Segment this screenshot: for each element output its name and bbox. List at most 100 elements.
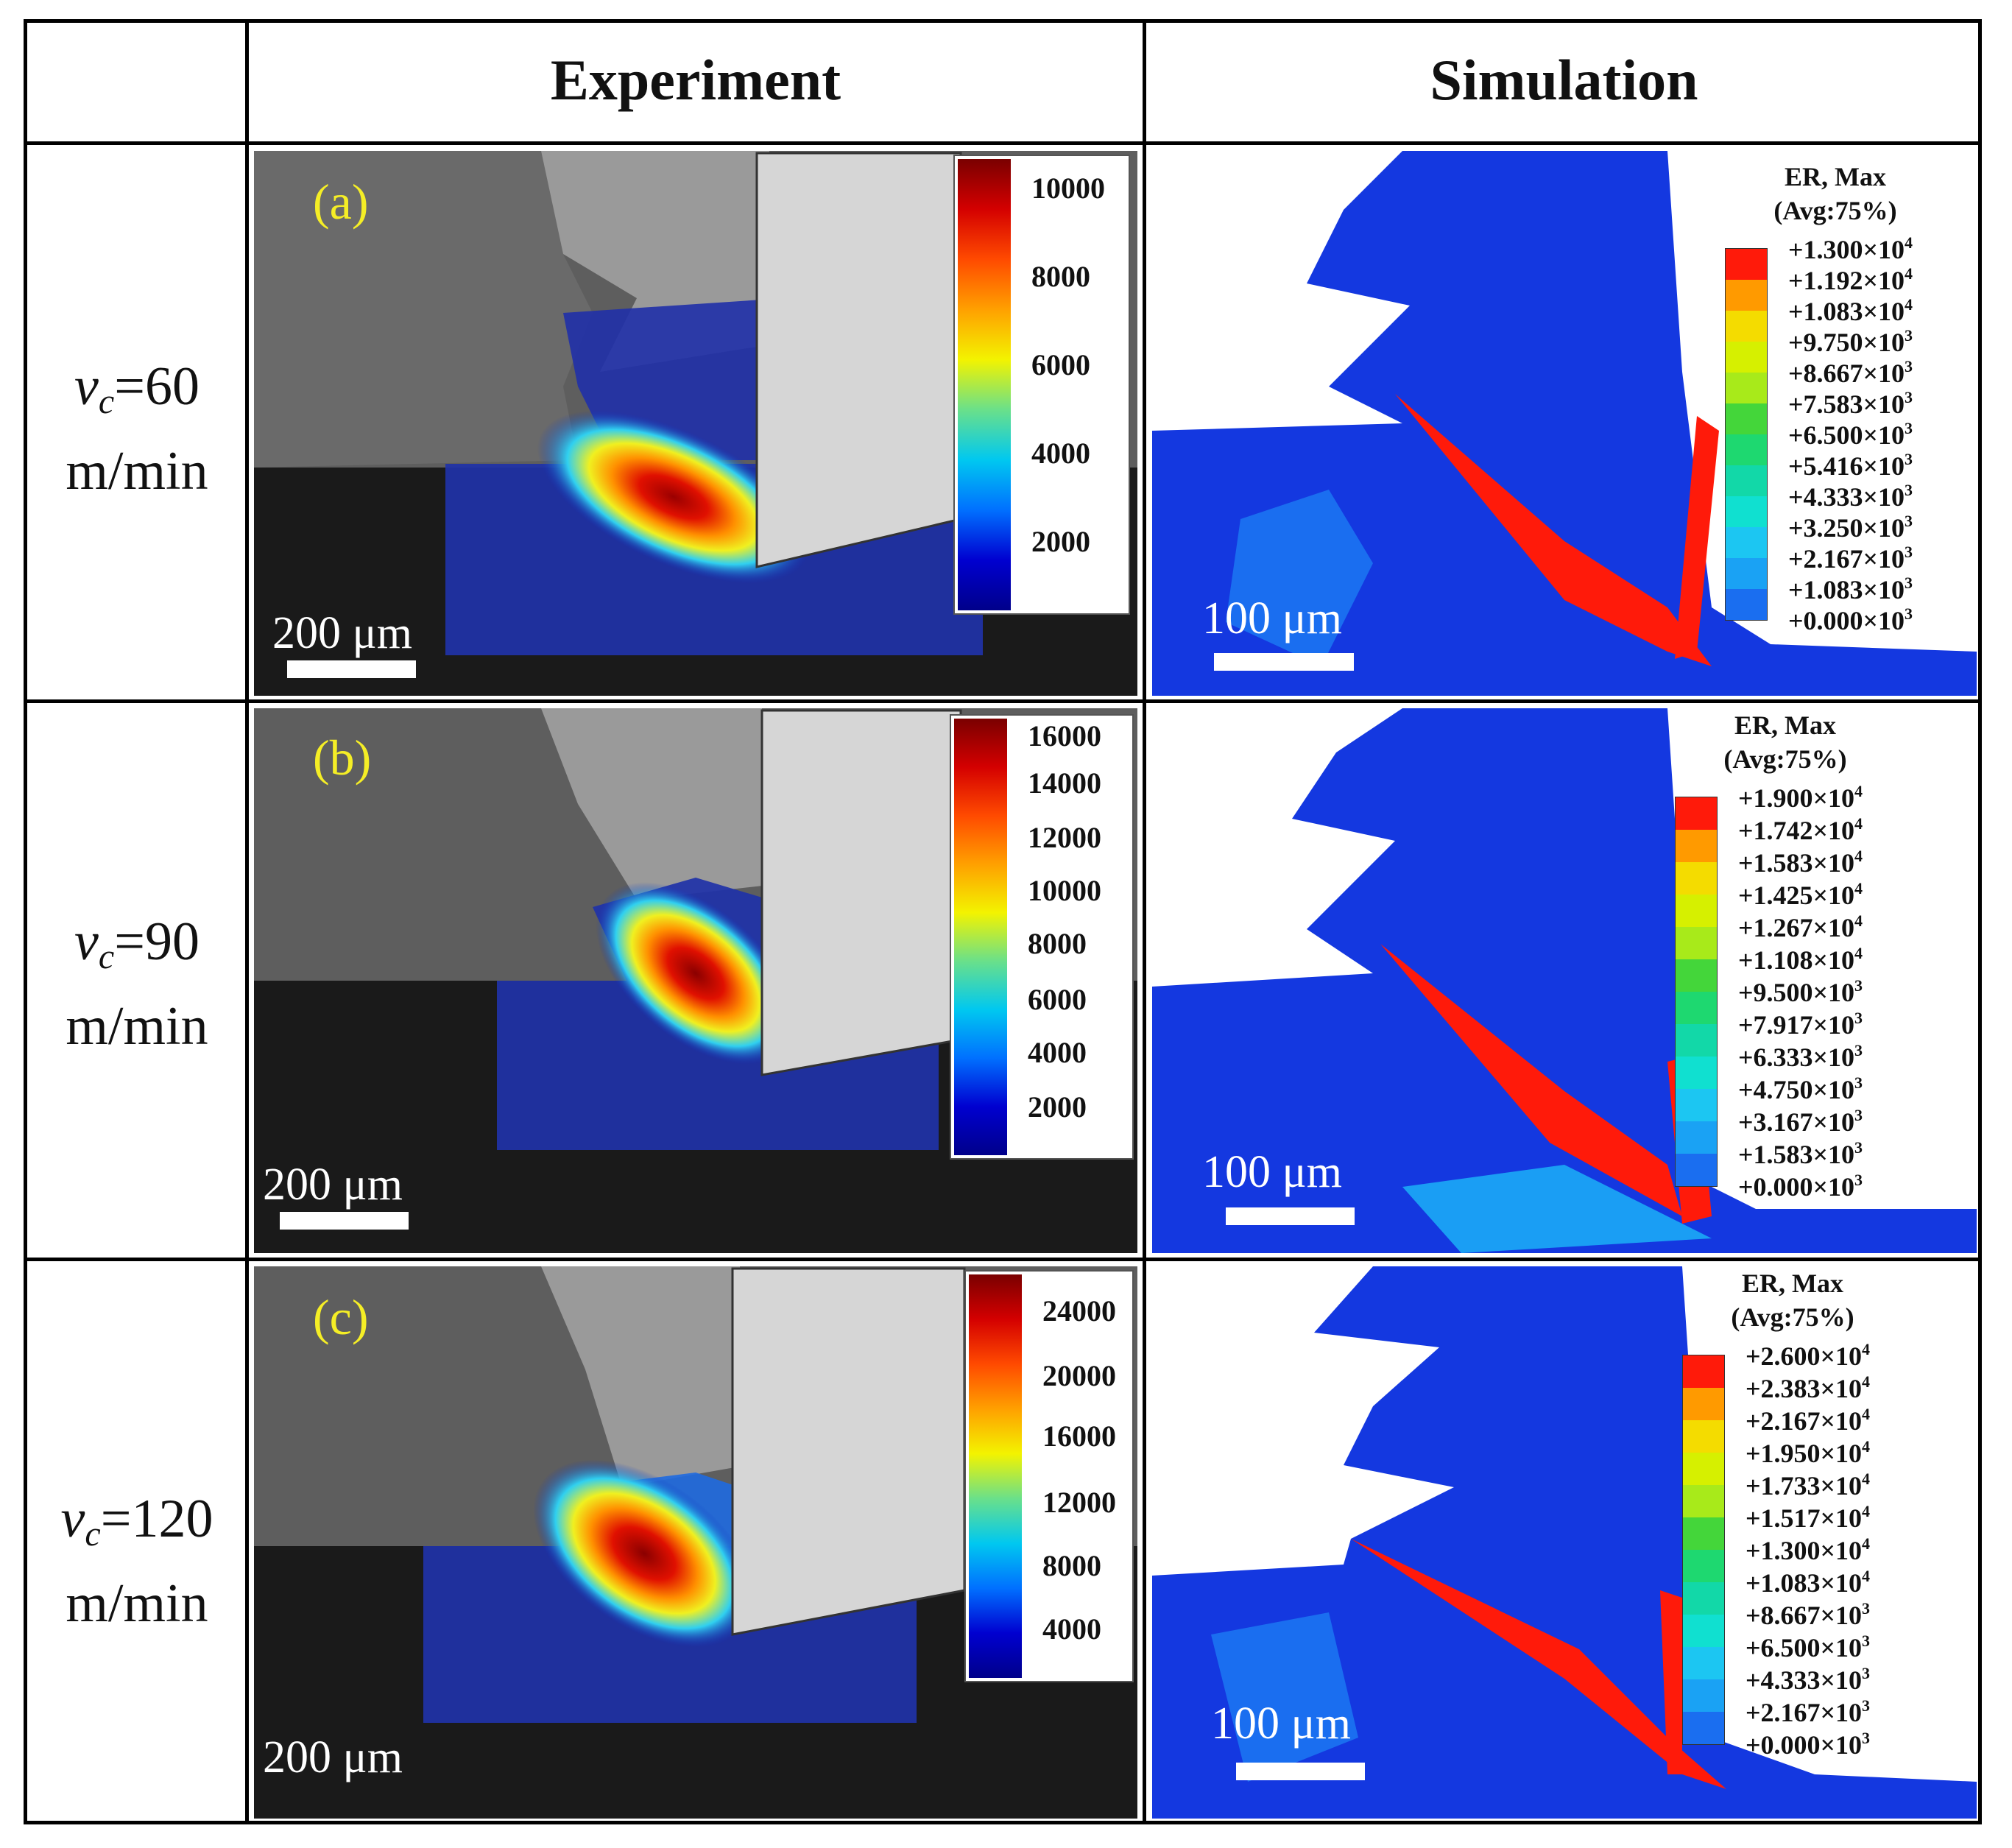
legend-value: +4.333×103	[1788, 481, 1913, 512]
legend-value: +1.583×104	[1738, 847, 1863, 878]
legend-value: +4.333×103	[1746, 1664, 1871, 1695]
colorbar-c: 24000 20000 16000 12000 8000 4000	[964, 1270, 1134, 1682]
legend-swatch	[1726, 403, 1767, 434]
legend-value: +1.733×104	[1746, 1470, 1871, 1500]
legend-swatch	[1683, 1550, 1724, 1582]
legend-swatch	[1676, 797, 1717, 830]
legend-swatches	[1675, 797, 1718, 1187]
fe-contour-map-c	[1152, 1266, 1977, 1819]
legend-swatch	[1683, 1453, 1724, 1485]
legend-a: ER, Max (Avg:75%) +1.300×104 +1.192×104 +1…	[1725, 160, 1968, 646]
legend-swatch	[1726, 589, 1767, 620]
panel-tag-c: (c)	[313, 1289, 369, 1345]
legend-value: +7.917×103	[1738, 1009, 1863, 1040]
legend-value: +1.083×104	[1746, 1567, 1871, 1598]
legend-value: +9.500×103	[1738, 976, 1863, 1007]
legend-value: +1.083×104	[1788, 295, 1913, 326]
legend-swatch	[1683, 1485, 1724, 1517]
grid-line	[245, 19, 249, 1824]
legend-value: +4.750×103	[1738, 1073, 1863, 1104]
legend-value: +0.000×103	[1746, 1729, 1871, 1760]
legend-b: ER, Max (Avg:75%) +1.900×104 +1.742×104 +1…	[1675, 708, 1969, 1202]
legend-swatch	[1683, 1355, 1724, 1388]
legend-swatch	[1676, 1057, 1717, 1089]
legend-swatches	[1725, 248, 1768, 621]
grid-line	[24, 1258, 1982, 1261]
legend-swatch	[1676, 927, 1717, 959]
experiment-image-a: (a) 200 μm 10000 8000 6000 4000 2000	[254, 151, 1137, 696]
legend-value: +2.383×104	[1746, 1372, 1871, 1403]
legend-swatch	[1683, 1647, 1724, 1679]
legend-swatch	[1683, 1420, 1724, 1453]
sim-scale-bar-a	[1214, 653, 1354, 671]
legend-swatch	[1683, 1582, 1724, 1615]
legend-swatch	[1676, 1089, 1717, 1121]
legend-swatch	[1676, 830, 1717, 862]
legend-swatch	[1676, 1154, 1717, 1186]
legend-swatch	[1726, 496, 1767, 527]
legend-swatch	[1726, 465, 1767, 496]
legend-value: +1.300×104	[1788, 233, 1913, 264]
simulation-image-b: 100 μm ER, Max (Avg:75%) +1.900×104 +1.74…	[1152, 708, 1977, 1253]
legend-value: +1.083×103	[1788, 574, 1913, 604]
legend-value: +0.000×103	[1788, 604, 1913, 635]
simulation-image-c: 100 μm ER, Max (Avg:75%) +2.600×104 +2.38…	[1152, 1266, 1977, 1819]
legend-value: +6.333×103	[1738, 1041, 1863, 1072]
legend-c: ER, Max (Avg:75%) +2.600×104 +2.383×104 +2…	[1682, 1266, 1969, 1760]
legend-swatch	[1676, 862, 1717, 895]
legend-value: +5.416×103	[1788, 450, 1913, 481]
legend-swatch	[1683, 1679, 1724, 1712]
legend-swatch	[1683, 1615, 1724, 1647]
legend-swatch	[1726, 311, 1767, 342]
legend-value: +2.167×103	[1788, 543, 1913, 574]
legend-value: +3.167×103	[1738, 1106, 1863, 1137]
legend-swatch	[1676, 1121, 1717, 1154]
sim-scale-bar-c	[1236, 1763, 1365, 1780]
legend-value: +6.500×103	[1746, 1632, 1871, 1662]
experiment-image-b: (b) 200 μm 16000 14000 12000 10000 8000 …	[254, 708, 1137, 1253]
simulation-image-a: 100 μm ER, Max (Avg:75%) +1.300×104 +1.19…	[1152, 151, 1977, 696]
dic-strain-map-b	[254, 708, 1137, 1253]
grid-line	[24, 141, 1982, 145]
sim-scale-label-a: 100 μm	[1202, 593, 1342, 643]
scale-label-a: 200 μm	[272, 608, 412, 658]
colorbar-b: 16000 14000 12000 10000 8000 6000 4000 2…	[950, 714, 1134, 1160]
row-label-60: vc=60 m/min	[66, 356, 208, 501]
legend-swatch	[1683, 1712, 1724, 1744]
legend-value: +2.600×104	[1746, 1340, 1871, 1371]
sim-scale-label-b: 100 μm	[1202, 1147, 1342, 1197]
legend-value: +1.517×104	[1746, 1502, 1871, 1533]
legend-value: +1.267×104	[1738, 911, 1863, 942]
header-experiment: Experiment	[550, 48, 841, 112]
legend-value: +6.500×103	[1788, 419, 1913, 450]
legend-value: +9.750×103	[1788, 326, 1913, 357]
legend-swatch	[1726, 527, 1767, 558]
row-label-120: vc=120 m/min	[60, 1489, 213, 1634]
scale-bar-b	[280, 1212, 409, 1230]
scale-label-c: 200 μm	[263, 1732, 403, 1782]
legend-value: +2.167×103	[1746, 1696, 1871, 1727]
legend-value: +1.108×104	[1738, 944, 1863, 975]
legend-swatch	[1683, 1517, 1724, 1550]
legend-value: +1.742×104	[1738, 814, 1863, 845]
legend-swatch	[1676, 959, 1717, 992]
row-label-90: vc=90 m/min	[66, 911, 208, 1057]
sim-scale-label-c: 100 μm	[1211, 1699, 1351, 1749]
sim-scale-bar-b	[1226, 1207, 1355, 1225]
legend-swatch	[1726, 434, 1767, 465]
table-frame	[24, 19, 1982, 1824]
legend-swatch	[1676, 1024, 1717, 1057]
header-simulation: Simulation	[1430, 48, 1698, 112]
legend-value: +1.192×104	[1788, 264, 1913, 295]
legend-value: +3.250×103	[1788, 512, 1913, 543]
legend-value: +1.900×104	[1738, 782, 1863, 813]
panel-tag-b: (b)	[313, 730, 372, 786]
legend-value: +1.300×104	[1746, 1534, 1871, 1565]
legend-swatch	[1726, 558, 1767, 589]
experiment-image-c: (c) 200 μm 24000 20000 16000 12000 8000 …	[254, 1266, 1137, 1819]
scale-label-b: 200 μm	[263, 1160, 403, 1210]
legend-value: +8.667×103	[1746, 1599, 1871, 1630]
legend-swatch	[1726, 373, 1767, 403]
fe-contour-map-b	[1152, 708, 1977, 1253]
grid-line	[1143, 19, 1146, 1824]
